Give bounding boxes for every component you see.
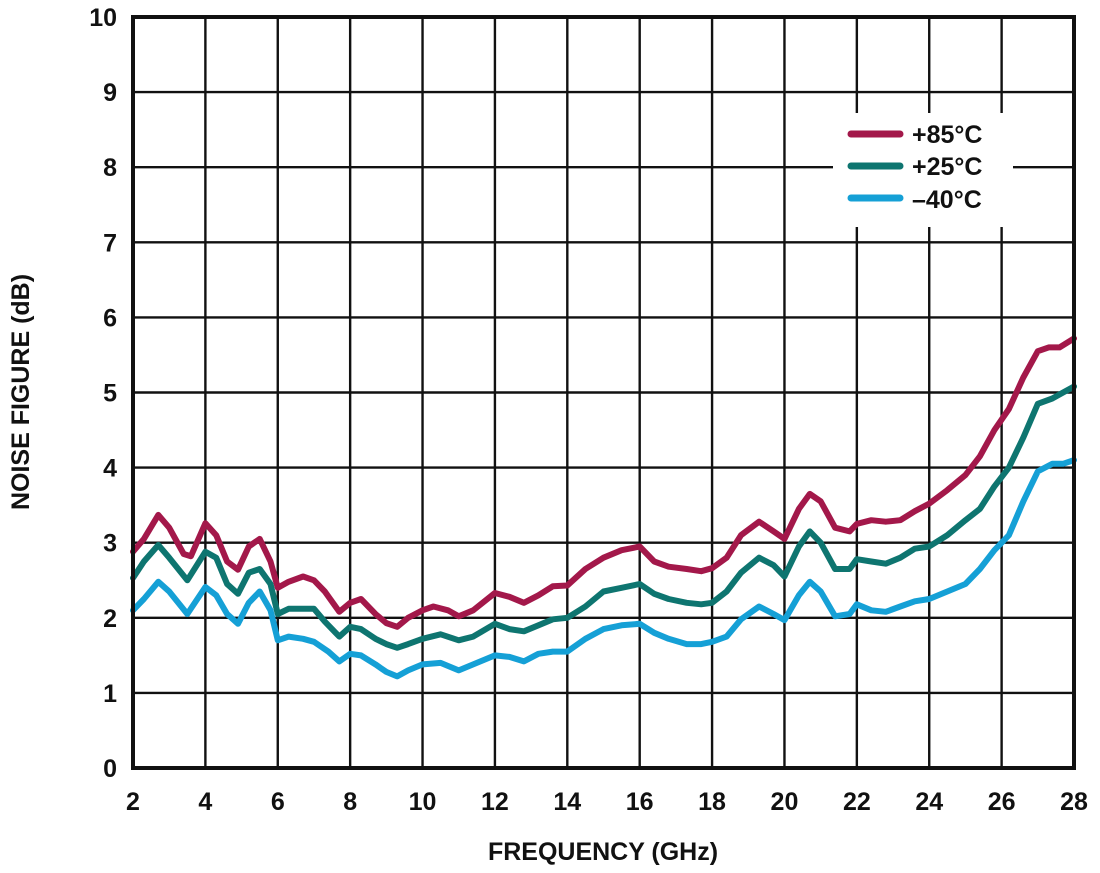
y-tick-label: 0 xyxy=(103,755,117,783)
y-tick-label: 3 xyxy=(103,530,117,558)
legend-label-minus40c: –40°C xyxy=(912,186,982,214)
legend-label-25c: +25°C xyxy=(912,153,982,181)
y-tick-label: 10 xyxy=(89,4,117,32)
legend-label-85c: +85°C xyxy=(912,121,982,149)
x-axis-tick-labels: 2 4 6 8 10 12 14 16 18 20 22 24 26 28 xyxy=(126,788,1088,816)
x-tick-label: 4 xyxy=(198,788,212,816)
x-tick-label: 22 xyxy=(843,788,871,816)
y-tick-label: 7 xyxy=(103,229,117,257)
data-series xyxy=(130,335,1077,680)
y-tick-label: 4 xyxy=(103,455,117,483)
x-tick-label: 18 xyxy=(698,788,726,816)
series-line-minus40c xyxy=(130,457,1077,680)
x-tick-label: 20 xyxy=(771,788,799,816)
y-axis-title: NOISE FIGURE (dB) xyxy=(7,274,35,510)
x-tick-label: 14 xyxy=(553,788,581,816)
y-tick-label: 2 xyxy=(103,605,117,633)
x-tick-label: 2 xyxy=(126,788,140,816)
x-tick-label: 26 xyxy=(988,788,1016,816)
x-tick-label: 8 xyxy=(343,788,357,816)
legend: +85°C +25°C –40°C xyxy=(833,113,1013,227)
y-tick-label: 8 xyxy=(103,154,117,182)
y-axis-tick-labels: 0 1 2 3 4 5 6 7 8 9 10 xyxy=(89,4,117,783)
x-tick-label: 12 xyxy=(481,788,509,816)
x-tick-label: 28 xyxy=(1060,788,1088,816)
series-line-85c xyxy=(130,335,1077,630)
x-tick-label: 6 xyxy=(271,788,285,816)
x-tick-label: 24 xyxy=(915,788,943,816)
y-tick-label: 1 xyxy=(103,680,117,708)
x-tick-label: 10 xyxy=(409,788,437,816)
y-tick-label: 6 xyxy=(103,304,117,332)
x-tick-label: 16 xyxy=(626,788,654,816)
plot-frame xyxy=(131,15,1076,770)
y-tick-label: 5 xyxy=(103,380,117,408)
series-line-25c xyxy=(130,383,1077,651)
x-axis-title: FREQUENCY (GHz) xyxy=(488,838,718,866)
y-tick-label: 9 xyxy=(103,79,117,107)
